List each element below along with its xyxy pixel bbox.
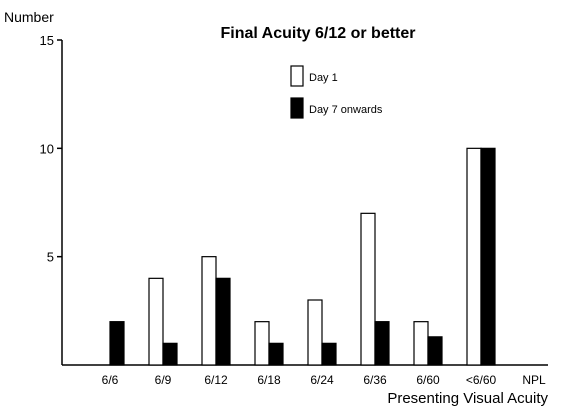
legend-swatch (290, 97, 304, 119)
x-tick-label: 6/6 (102, 373, 119, 387)
legend: Day 1 Day 7 onwards (290, 65, 383, 119)
x-tick-label: 6/9 (155, 373, 172, 387)
bar-day1 (413, 321, 429, 366)
legend-swatch (290, 65, 304, 87)
bar-day7-onwards (268, 342, 284, 366)
bar-day1 (307, 299, 323, 366)
legend-label: Day 7 onwards (309, 104, 383, 116)
y-axis-label: Number (4, 9, 54, 25)
y-ticks: 5 10 15 (40, 33, 62, 265)
bar-day7-onwards (374, 321, 390, 366)
bar-day1 (201, 256, 217, 366)
x-tick-label: <6/60 (466, 373, 497, 387)
bar-day1 (466, 147, 482, 366)
x-ticks: 6/6 6/9 6/12 6/18 6/24 6/36 6/60 <6/60 NPL (102, 373, 546, 387)
bar-day7-onwards (480, 147, 496, 366)
x-tick-label: NPL (522, 373, 546, 387)
y-tick-label: 10 (40, 141, 54, 156)
chart-title: Final Acuity 6/12 or better (220, 25, 415, 42)
x-tick-label: 6/18 (257, 373, 281, 387)
bars (109, 147, 496, 366)
y-tick-label: 5 (47, 250, 54, 265)
x-tick-label: 6/12 (204, 373, 228, 387)
legend-label: Day 1 (309, 72, 338, 84)
x-tick-label: 6/60 (416, 373, 440, 387)
bar-day1 (254, 321, 270, 366)
y-tick-label: 15 (40, 33, 54, 48)
bar-day7-onwards (109, 321, 125, 366)
bar-day7-onwards (321, 342, 337, 366)
bar-day1 (148, 277, 164, 366)
x-tick-label: 6/36 (363, 373, 387, 387)
x-axis-label: Presenting Visual Acuity (387, 390, 548, 407)
bar-day1 (360, 212, 376, 366)
bar-day7-onwards (162, 342, 178, 366)
x-tick-label: 6/24 (310, 373, 334, 387)
bar-day7-onwards (427, 336, 443, 366)
bar-day7-onwards (215, 277, 231, 366)
